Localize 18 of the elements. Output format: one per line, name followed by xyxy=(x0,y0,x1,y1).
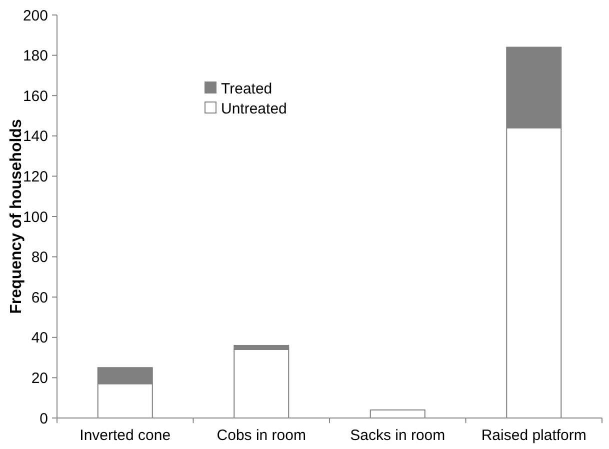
y-tick-label: 0 xyxy=(40,410,48,428)
x-tick-label: Cobs in room xyxy=(216,427,306,444)
y-tick-label: 160 xyxy=(22,88,48,105)
legend-label: Untreated xyxy=(221,100,287,118)
y-tick-label: 20 xyxy=(31,370,48,387)
y-tick-label: 100 xyxy=(22,208,48,226)
y-tick-label: 60 xyxy=(31,289,48,306)
y-tick-label: 180 xyxy=(22,48,48,65)
y-tick-label: 80 xyxy=(31,249,48,266)
y-tick-label: 40 xyxy=(31,330,48,347)
y-axis-title: Frequency of households xyxy=(8,119,25,314)
legend-label: Treated xyxy=(221,80,272,98)
y-tick-label: 200 xyxy=(22,7,48,24)
x-tick-label: Raised platform xyxy=(481,427,586,444)
y-tick-label: 120 xyxy=(22,168,48,186)
y-tick-label: 140 xyxy=(22,128,48,146)
x-tick-label: Inverted cone xyxy=(80,427,171,444)
x-tick-label: Sacks in room xyxy=(350,427,446,444)
